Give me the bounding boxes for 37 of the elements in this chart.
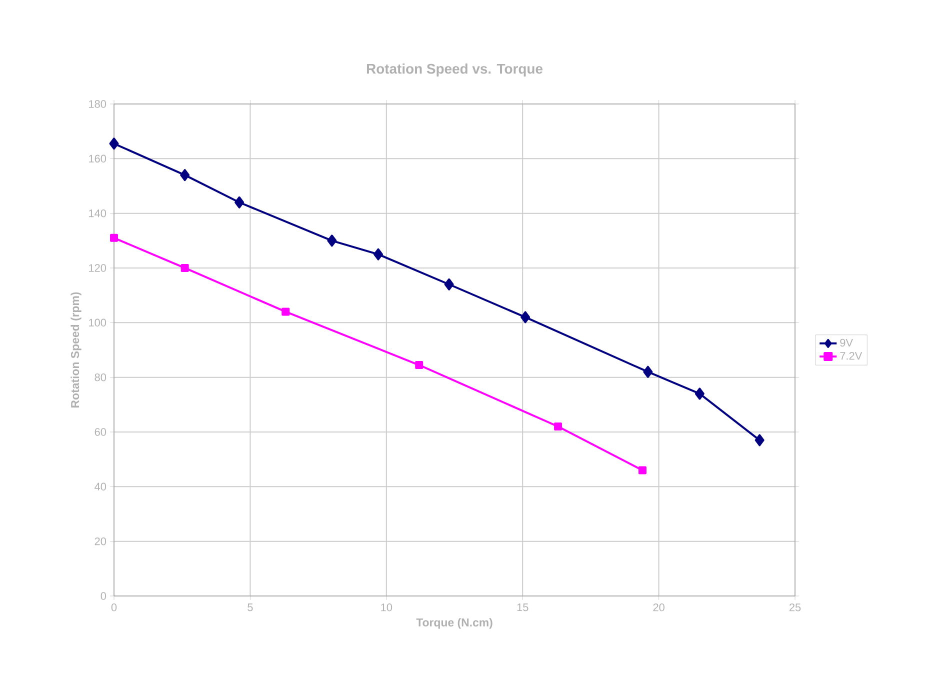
point [282, 308, 290, 316]
y-tick-label: 60 [94, 428, 106, 436]
x-tick-label: 0 [111, 604, 117, 612]
y-tick-label: 180 [89, 100, 106, 108]
y-tick-label: 20 [94, 537, 106, 546]
point [415, 361, 424, 370]
point [180, 169, 190, 182]
x-tick-label: 20 [653, 604, 664, 612]
legend-label: 7.2V [840, 352, 862, 360]
legend-label: 9V [840, 338, 853, 347]
point [109, 138, 119, 150]
point [373, 248, 383, 260]
point [444, 278, 454, 290]
chart-title: Rotation Speed vs. Torque [366, 63, 543, 76]
x-tick-label: 15 [517, 604, 528, 612]
point [638, 466, 646, 474]
y-tick-label: 0 [100, 592, 106, 600]
point [110, 234, 118, 242]
point [694, 388, 704, 400]
x-tick-label: 25 [789, 604, 801, 612]
y-tick-label: 160 [89, 154, 106, 163]
y-tick-label: 140 [89, 209, 106, 218]
point [520, 311, 530, 324]
point [180, 264, 189, 272]
y-tick-label: 100 [89, 318, 106, 327]
point [554, 422, 562, 431]
point [327, 234, 337, 247]
y-tick-label: 120 [89, 264, 106, 272]
point [234, 196, 244, 208]
y-tick-label: 80 [94, 373, 106, 382]
point [643, 366, 653, 378]
x-tick-label: 10 [381, 604, 392, 612]
x-tick-label: 5 [248, 604, 253, 612]
y-tick-label: 40 [94, 482, 106, 491]
point [754, 434, 764, 446]
x-axis-title: Torque (N.cm) [416, 618, 492, 629]
y-axis-title: Rotation Speed (rpm) [70, 292, 82, 408]
